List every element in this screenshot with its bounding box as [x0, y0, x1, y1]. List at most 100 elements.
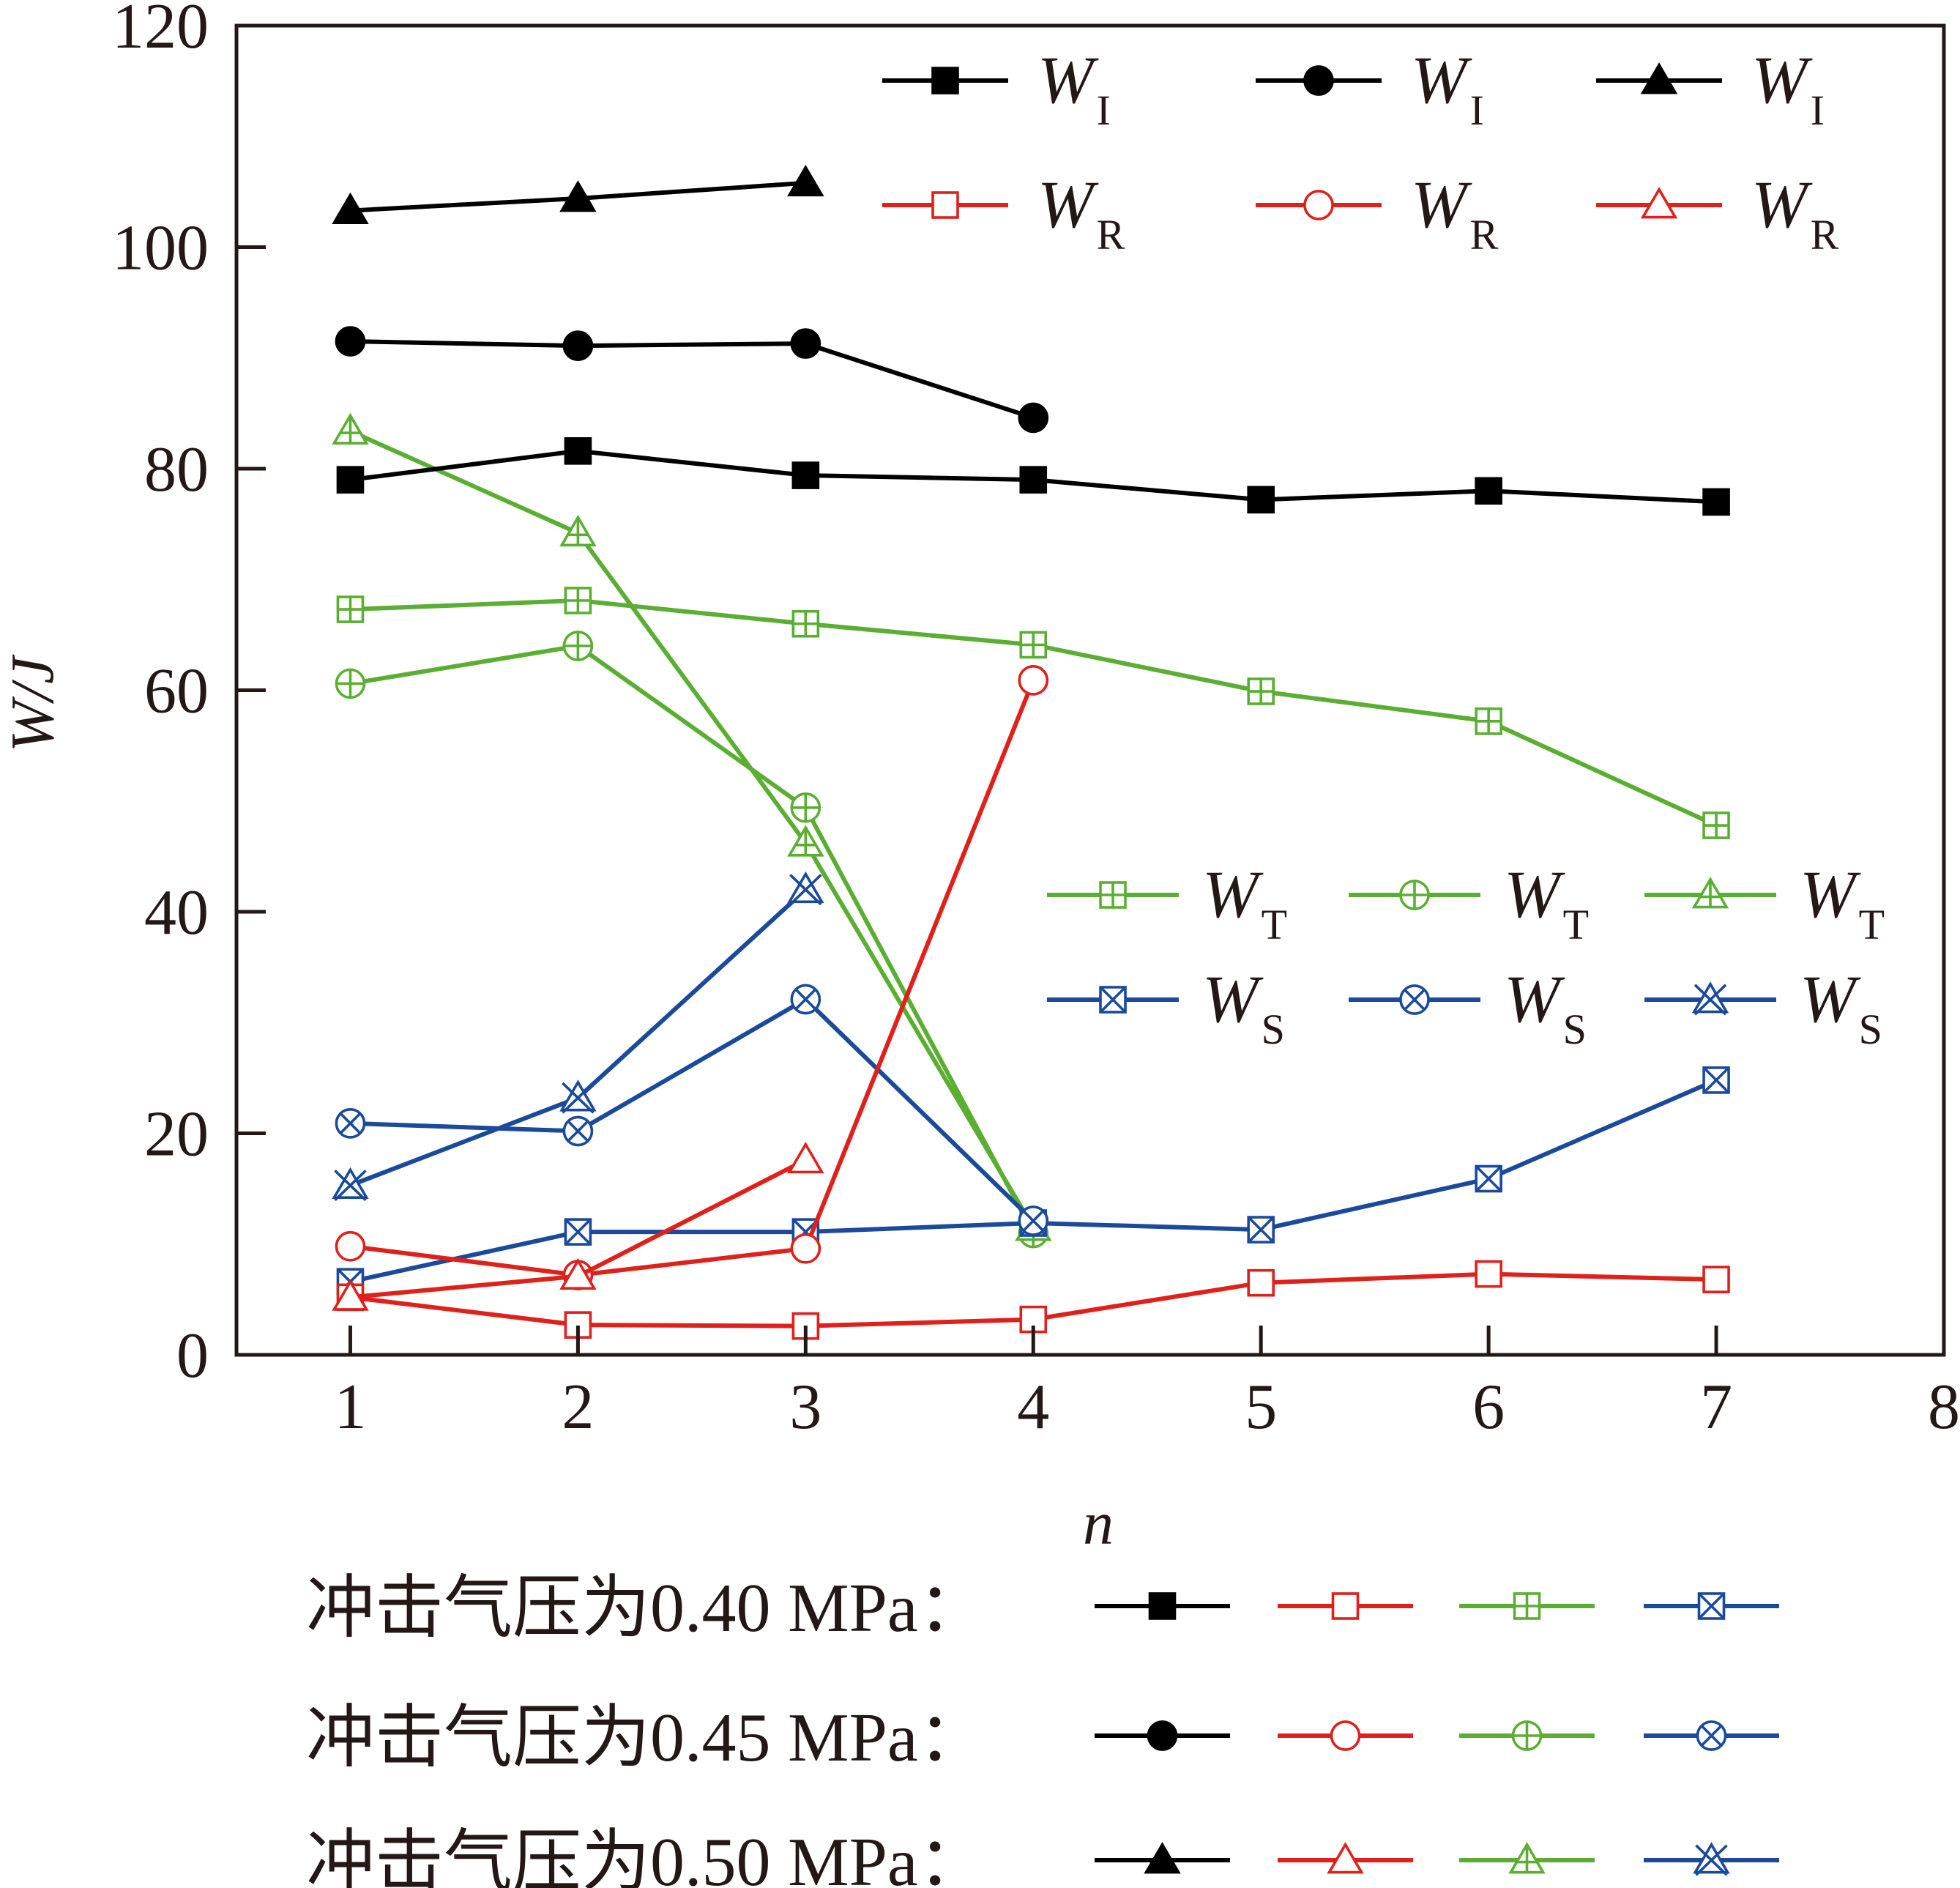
- marker-shape: [559, 180, 597, 212]
- legend-sample: [1278, 1720, 1413, 1751]
- data-point: [335, 1108, 366, 1139]
- marker-shape: [1330, 1720, 1361, 1751]
- marker-shape: [790, 328, 821, 359]
- legend-entry: WR: [1596, 167, 1839, 259]
- legend-sample: [1644, 1592, 1779, 1620]
- bottom-legend-row: 冲击气压为0.45 MPa：: [306, 1700, 1779, 1776]
- marker-shape: [1327, 1842, 1364, 1874]
- data-point: [1702, 488, 1730, 516]
- marker-shape: [1018, 402, 1049, 434]
- marker-cross: [1099, 986, 1127, 1014]
- legend-sample: [1459, 1720, 1595, 1751]
- marker-shape: [562, 330, 594, 361]
- series-line: [349, 644, 1035, 1235]
- legend-sample: [1095, 1720, 1230, 1751]
- legend-marker: [1696, 1720, 1727, 1751]
- legend-marker: [931, 191, 959, 219]
- marker-cross: [1475, 1165, 1502, 1192]
- legends: WI WI WI WR WR WR WT WT WT WS WS WS 冲击气压为0.40 MPa： 冲击…: [306, 42, 1885, 1888]
- legend-sample: [1644, 981, 1776, 1016]
- marker-shape: [1475, 477, 1502, 505]
- legend-sample: [1047, 986, 1179, 1014]
- y-tick-label: 20: [144, 1099, 209, 1170]
- marker-shape: [931, 191, 959, 219]
- marker-cross: [794, 988, 817, 1011]
- legend-marker: [1331, 1592, 1360, 1620]
- legend-sample: [1256, 190, 1382, 220]
- bottom-legend-row: 冲击气压为0.40 MPa：: [306, 1570, 1779, 1646]
- data-point: [1018, 1205, 1049, 1236]
- marker-shape: [787, 1141, 824, 1174]
- series-i-0.45: [335, 326, 1049, 434]
- legend-entry: WS: [1047, 962, 1285, 1053]
- legend-label: WT: [1800, 857, 1885, 948]
- data-point: [1702, 1266, 1730, 1293]
- legend-label: WS: [1202, 962, 1285, 1053]
- marker-shape: [1303, 190, 1334, 220]
- marker-shape: [1147, 1720, 1178, 1751]
- data-point: [559, 514, 597, 547]
- bottom-legend-label: 冲击气压为0.50 MPa：: [306, 1824, 987, 1888]
- data-point: [1702, 811, 1730, 839]
- series-line: [350, 339, 1035, 420]
- data-point: [1019, 466, 1048, 494]
- legend-marker: [1399, 984, 1430, 1015]
- marker-cross: [1022, 1210, 1045, 1232]
- plot-area: [332, 164, 1730, 1340]
- legend-marker: [1330, 1720, 1361, 1751]
- bottom-legend-label: 冲击气压为0.40 MPa：: [306, 1570, 987, 1646]
- x-tick-label: 7: [1700, 1372, 1732, 1443]
- legend-sample: [882, 191, 1008, 219]
- marker-shape: [1702, 488, 1730, 516]
- bottom-legend-row: 冲击气压为0.50 MPa：: [306, 1824, 1779, 1888]
- legend-sample: [1644, 1720, 1779, 1751]
- legend-label: WT: [1202, 857, 1287, 948]
- legend-sample: [1095, 1842, 1230, 1874]
- marker-cross: [564, 1218, 592, 1246]
- series-t-0.45: [335, 631, 1049, 1249]
- legend-marker: [1508, 1842, 1546, 1874]
- data-point: [1475, 707, 1502, 735]
- marker-shape: [1702, 1266, 1730, 1293]
- data-point: [787, 825, 824, 857]
- legend-label: WR: [1751, 167, 1839, 259]
- legend-marker: [1640, 187, 1678, 219]
- series-i-0.50: [332, 164, 824, 224]
- marker-cross: [1693, 984, 1727, 1016]
- data-point: [562, 631, 594, 661]
- axis-titles: n W/J: [0, 654, 1114, 1558]
- x-tick-label: 6: [1472, 1372, 1505, 1443]
- legend-entry: WT: [1644, 857, 1885, 948]
- marker-shape: [1303, 65, 1334, 96]
- data-point: [564, 1218, 592, 1246]
- marker-cross: [339, 1112, 362, 1134]
- data-point: [1475, 477, 1502, 505]
- marker-cross: [1702, 1066, 1730, 1094]
- legend-sample: [1644, 1842, 1779, 1876]
- legend-entry: WS: [1644, 962, 1882, 1053]
- legend-marker: [1693, 1842, 1730, 1876]
- marker-cross: [1247, 1216, 1275, 1244]
- marker-shape: [1640, 62, 1678, 94]
- data-point: [332, 192, 369, 224]
- legend-marker: [931, 67, 959, 94]
- legend-marker: [1303, 190, 1334, 220]
- legend-marker: [1144, 1842, 1181, 1874]
- data-point: [1247, 1268, 1275, 1297]
- legend-marker: [1327, 1842, 1364, 1874]
- legend-label: WI: [1037, 42, 1111, 134]
- legend-sample: [1047, 881, 1179, 909]
- data-point: [791, 461, 820, 489]
- series-s-0.45: [335, 984, 1049, 1236]
- data-point: [564, 436, 592, 465]
- data-point: [1018, 402, 1049, 434]
- y-tick-label: 60: [144, 656, 209, 727]
- data-point: [790, 792, 821, 823]
- bottom-legend-label: 冲击气压为0.45 MPa：: [306, 1700, 987, 1776]
- legend-sample: [1278, 1592, 1413, 1620]
- data-point: [559, 1079, 597, 1114]
- data-point: [1019, 631, 1048, 659]
- data-point: [1247, 677, 1275, 705]
- data-point: [335, 1230, 366, 1262]
